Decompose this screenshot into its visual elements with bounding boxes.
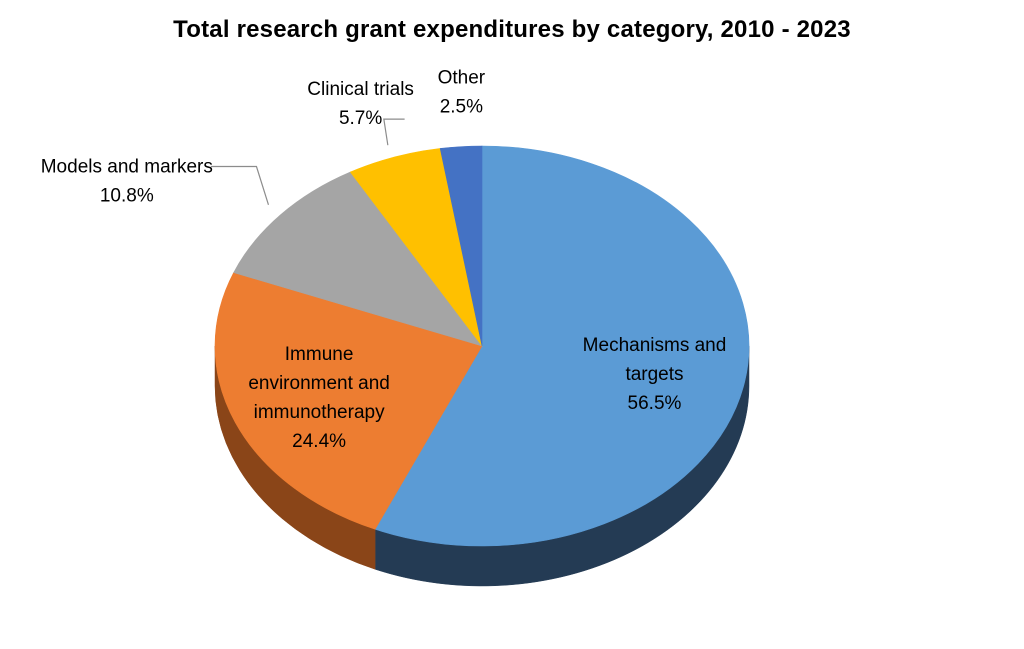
chart-title: Total research grant expenditures by cat… [173,16,851,43]
slice-label-mechanisms-and-targets: Mechanisms and targets 56.5% [583,335,727,414]
pie-slice-other [439,145,483,347]
slice-label-immune-environment-and-immunotherapy: Immune environment and immunotherapy 24.4% [248,344,390,452]
slice-label-models-and-markers: Models and markers 10.8% [41,157,213,207]
leader-line-models-and-markers [210,165,270,205]
pie-slice-models-and-markers [233,171,483,347]
pie-slice-mechanisms-and-targets [374,145,750,547]
leader-line-clinical-trials [383,118,405,146]
slice-label-other: Other 2.5% [438,68,486,118]
slice-label-layer: Mechanisms and targets 56.5% Immune environm… [41,68,727,452]
leader-line-layer [210,118,405,205]
slice-label-clinical-trials: Clinical trials 5.7% [307,79,414,129]
pie-slice-immune-environment-and-immunotherapy [214,272,483,530]
pie-top-layer [214,145,750,547]
